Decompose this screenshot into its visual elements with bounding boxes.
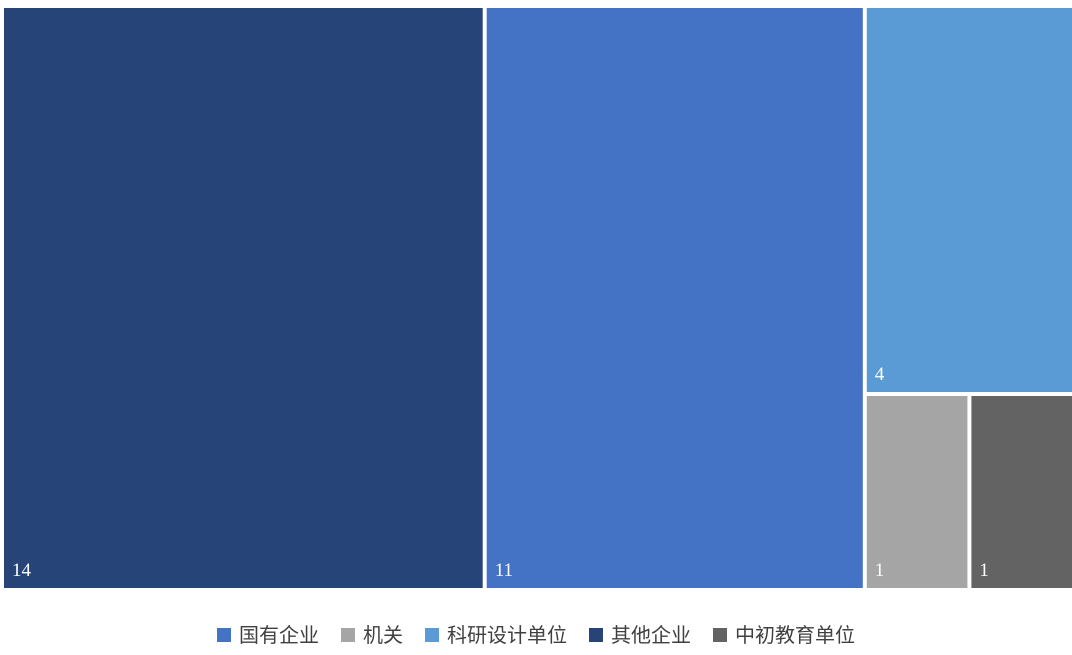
legend-swatch xyxy=(589,628,603,642)
legend-label: 其他企业 xyxy=(611,623,691,647)
tile-value-label: 14 xyxy=(12,560,32,581)
legend-label: 科研设计单位 xyxy=(447,623,567,647)
legend-swatch xyxy=(341,628,355,642)
treemap-tile xyxy=(486,8,863,588)
treemap-tile xyxy=(866,396,968,588)
legend-item: 中初教育单位 xyxy=(713,625,855,645)
tile-value-label: 1 xyxy=(875,560,885,581)
treemap-tile xyxy=(971,396,1072,588)
legend-label: 国有企业 xyxy=(239,623,319,647)
tile-value-label: 4 xyxy=(875,364,885,385)
tile-value-label: 11 xyxy=(495,560,513,581)
legend: 国有企业 机关 科研设计单位 其他企业 中初教育单位 xyxy=(0,620,1072,650)
legend-swatch xyxy=(217,628,231,642)
legend-swatch xyxy=(713,628,727,642)
legend-item: 科研设计单位 xyxy=(425,625,567,645)
legend-label: 机关 xyxy=(363,623,403,647)
legend-swatch xyxy=(425,628,439,642)
legend-item: 机关 xyxy=(341,625,403,645)
legend-label: 中初教育单位 xyxy=(735,623,855,647)
treemap-tile xyxy=(866,8,1072,392)
legend-item: 其他企业 xyxy=(589,625,691,645)
treemap-tile xyxy=(4,8,483,588)
tile-value-label: 1 xyxy=(979,560,989,581)
legend-item: 国有企业 xyxy=(217,625,319,645)
